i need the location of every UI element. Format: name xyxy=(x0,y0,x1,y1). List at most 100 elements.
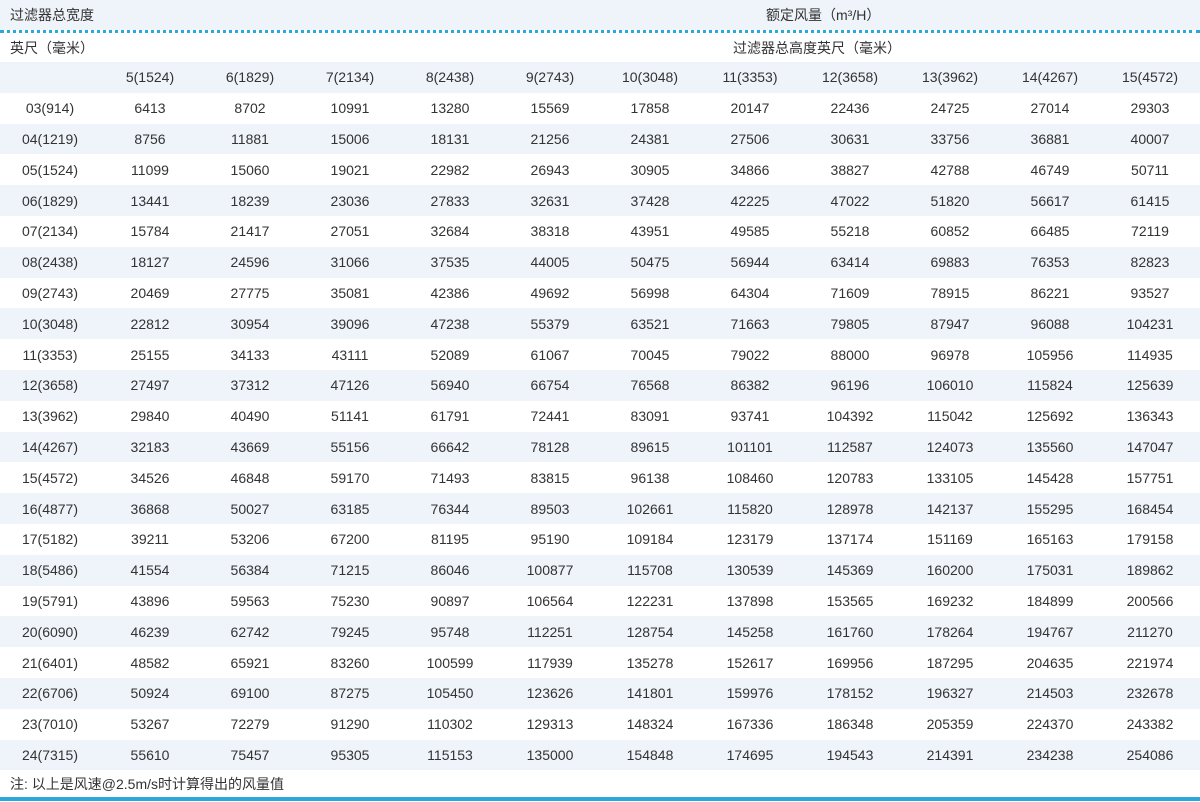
table-cell: 10991 xyxy=(330,100,370,117)
table-cell: 145428 xyxy=(1026,469,1074,486)
column-header: 9(2743) xyxy=(525,69,575,86)
table-cell: 36881 xyxy=(1030,130,1070,147)
table-cell: 124073 xyxy=(926,438,974,455)
row-header: 20(6090) xyxy=(21,623,79,640)
table-cell: 49692 xyxy=(530,284,570,301)
table-cell: 46749 xyxy=(1030,161,1070,178)
table-row: 20(6090) 46239 62742 79245 95748 112251 128754… xyxy=(0,616,1200,648)
table-cell: 60852 xyxy=(930,223,970,240)
table-cell: 38318 xyxy=(530,223,570,240)
table-cell: 61791 xyxy=(430,408,470,425)
table-cell: 55218 xyxy=(830,223,870,240)
table-cell: 75457 xyxy=(230,746,270,763)
table-cell: 135560 xyxy=(1026,438,1074,455)
table-row: 08(2438) 18127 24596 31066 37535 44005 50475 56… xyxy=(0,246,1200,278)
table-cell: 100877 xyxy=(526,562,574,579)
table-cell: 115042 xyxy=(927,408,973,425)
column-header: 15(4572) xyxy=(1121,69,1179,86)
table-cell: 104392 xyxy=(826,408,874,425)
table-row: 22(6706) 50924 69100 87275 105450 123626 14180… xyxy=(0,677,1200,709)
table-cell: 93527 xyxy=(1130,284,1170,301)
table-cell: 51141 xyxy=(331,408,369,425)
table-cell: 89615 xyxy=(630,438,670,455)
table-cell: 56384 xyxy=(230,562,270,579)
table-cell: 67200 xyxy=(330,531,370,548)
table-cell: 102661 xyxy=(626,500,674,517)
row-header: 08(2438) xyxy=(21,254,79,271)
table-cell: 79022 xyxy=(730,346,770,363)
table-cell: 46239 xyxy=(130,623,170,640)
table-cell: 157751 xyxy=(1126,469,1174,486)
table-cell: 55379 xyxy=(530,315,570,332)
table-cell: 44005 xyxy=(530,254,570,271)
table-row: 19(5791) 43896 59563 75230 90897 106564 122231… xyxy=(0,586,1200,617)
table-cell: 93741 xyxy=(730,408,770,425)
table-cell: 136343 xyxy=(1126,408,1174,425)
table-row: 16(4877) 36868 50027 63185 76344 89503 102661 1… xyxy=(0,493,1200,524)
table-cell: 71493 xyxy=(430,469,470,486)
row-header: 16(4877) xyxy=(21,500,79,517)
table-cell: 8756 xyxy=(134,130,166,147)
row-header: 21(6401) xyxy=(21,654,79,671)
table-cell: 137898 xyxy=(726,592,774,609)
table-cell: 33756 xyxy=(930,130,970,147)
table-cell: 70045 xyxy=(630,346,670,363)
column-header: 10(3048) xyxy=(621,69,679,86)
table-cell: 69100 xyxy=(230,685,270,702)
table-cell: 72279 xyxy=(230,716,270,733)
table-cell: 153565 xyxy=(826,592,874,609)
table-cell: 55156 xyxy=(330,438,370,455)
table-cell: 15784 xyxy=(130,223,170,240)
table-cell: 30905 xyxy=(630,161,670,178)
table-row: 07(2134) 15784 21417 27051 32684 38318 43951 49… xyxy=(0,216,1200,247)
table-cell: 135000 xyxy=(526,746,574,763)
table-cell: 15060 xyxy=(230,161,270,178)
row-header: 18(5486) xyxy=(21,562,79,579)
table-cell: 34133 xyxy=(230,346,270,363)
table-cell: 145258 xyxy=(726,623,774,640)
table-cell: 78128 xyxy=(530,438,570,455)
table-cell: 89503 xyxy=(530,500,570,517)
table-cell: 214503 xyxy=(1026,685,1074,702)
table-cell: 31066 xyxy=(330,254,370,271)
table-cell: 11881 xyxy=(231,130,269,147)
table-cell: 61067 xyxy=(530,346,570,363)
table-cell: 96088 xyxy=(1030,315,1070,332)
table-cell: 6413 xyxy=(134,100,166,117)
table-cell: 39096 xyxy=(330,315,370,332)
table-cell: 178152 xyxy=(826,685,874,702)
table-cell: 43951 xyxy=(630,223,670,240)
row-header: 19(5791) xyxy=(21,592,79,609)
table-cell: 232678 xyxy=(1126,685,1174,702)
table-cell: 135278 xyxy=(626,654,674,671)
table-cell: 83260 xyxy=(330,654,370,671)
table-cell: 20147 xyxy=(730,100,770,117)
table-cell: 159976 xyxy=(726,685,774,702)
table-cell: 137174 xyxy=(826,531,874,548)
table-row: 09(2743) 20469 27775 35081 42386 49692 56998 64… xyxy=(0,278,1200,309)
table-cell: 24596 xyxy=(230,254,270,271)
row-header: 05(1524) xyxy=(21,161,79,178)
table-cell: 112251 xyxy=(527,623,573,640)
table-cell: 114935 xyxy=(1127,346,1173,363)
table-cell: 20469 xyxy=(130,284,170,301)
row-header: 23(7010) xyxy=(21,716,79,733)
table-cell: 79245 xyxy=(330,623,370,640)
table-row: 18(5486) 41554 56384 71215 86046 100877 115708… xyxy=(0,554,1200,586)
table-cell: 32684 xyxy=(430,223,470,240)
table-cell: 128754 xyxy=(626,623,674,640)
table-cell: 187295 xyxy=(926,654,974,671)
table-cell: 82823 xyxy=(1130,254,1170,271)
table-cell: 71663 xyxy=(730,315,770,332)
table-cell: 95305 xyxy=(330,746,370,763)
table-cell: 53267 xyxy=(130,716,170,733)
table-cell: 39211 xyxy=(131,531,169,548)
table-cell: 53206 xyxy=(230,531,270,548)
column-header: 11(3353) xyxy=(722,69,778,86)
table-cell: 221974 xyxy=(1126,654,1174,671)
table-cell: 56944 xyxy=(730,254,770,271)
table-row: 05(1524) 11099 15060 19021 22982 26943 30905 34… xyxy=(0,154,1200,185)
table-cell: 47126 xyxy=(330,377,370,394)
table-cell: 108460 xyxy=(726,469,774,486)
table-cell: 86382 xyxy=(730,377,770,394)
